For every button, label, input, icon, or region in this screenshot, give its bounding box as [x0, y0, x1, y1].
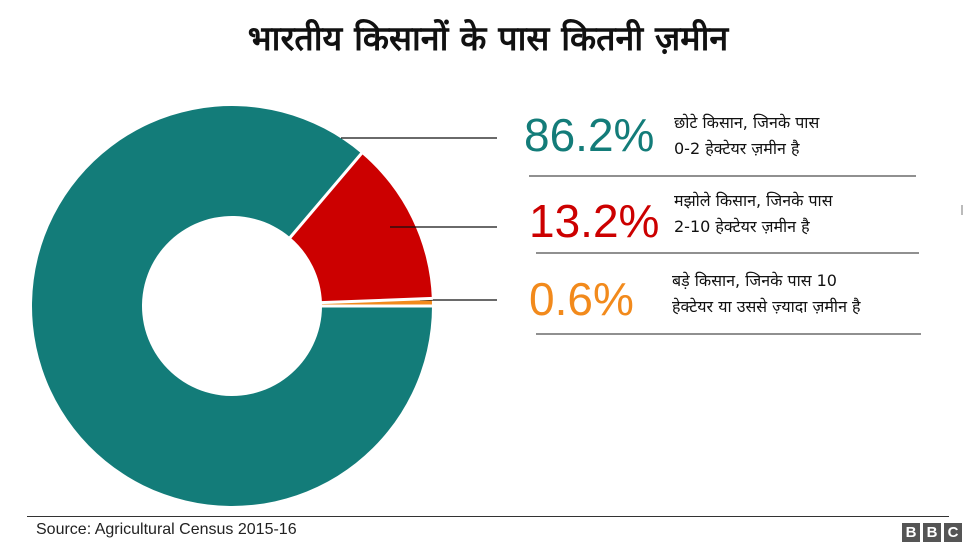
large-farmers-label-line2: हेक्टेयर या उससे ज़्यादा ज़मीन है [672, 297, 861, 316]
source-note: Source: Agricultural Census 2015-16 [36, 521, 297, 538]
slice-separator [320, 296, 433, 305]
bbc-logo: B B C [902, 523, 962, 542]
medium-farmers-label-line1: मझोले किसान, जिनके पास [674, 191, 833, 210]
bbc-logo-letter: C [944, 523, 962, 542]
footer-divider [27, 516, 949, 517]
edge-mark [961, 205, 963, 215]
bbc-logo-letter: B [923, 523, 941, 542]
small-farmers-label-line2: 0-2 हेक्टेयर ज़मीन है [674, 139, 800, 158]
large-farmers-label-line1: बड़े किसान, जिनके पास 10 [672, 271, 837, 290]
chart-title: भारतीय किसानों के पास कितनी ज़मीन [247, 19, 729, 59]
small-farmers-label-line1: छोटे किसान, जिनके पास [674, 113, 820, 132]
medium-farmers-percent: 13.2% [529, 195, 660, 247]
medium-farmers-slice [290, 153, 432, 303]
large-farmers-percent: 0.6% [529, 273, 634, 325]
slice-separator [288, 151, 364, 240]
bbc-logo-letter: B [902, 523, 920, 542]
medium-farmers-label-line2: 2-10 हेक्टेयर ज़मीन है [674, 217, 810, 236]
small-farmers-percent: 86.2% [524, 109, 655, 161]
small-farmers-slice [31, 105, 433, 506]
